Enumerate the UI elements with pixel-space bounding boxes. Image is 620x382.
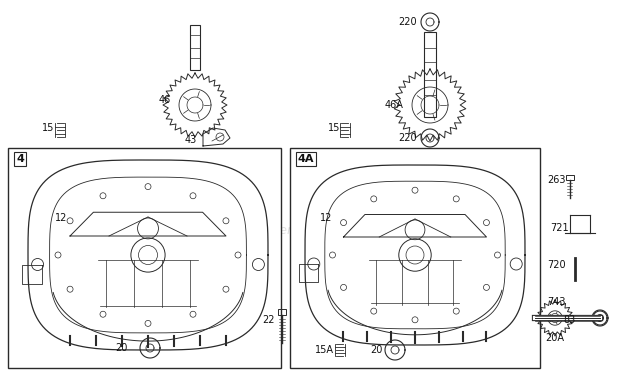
Bar [278, 309, 286, 315]
Text: 20A: 20A [545, 333, 564, 343]
Text: 20: 20 [370, 345, 383, 355]
Text: 4: 4 [16, 154, 24, 164]
Text: 15: 15 [328, 123, 340, 133]
Text: 12: 12 [320, 213, 332, 223]
Text: 220: 220 [398, 17, 417, 27]
Bar [290, 148, 540, 368]
Text: 46A: 46A [385, 100, 404, 110]
Text: 15: 15 [42, 123, 55, 133]
Bar [566, 175, 574, 180]
Text: 46: 46 [159, 95, 171, 105]
Bar [8, 148, 281, 368]
Text: 721: 721 [550, 223, 569, 233]
Text: 743: 743 [547, 297, 565, 307]
Text: 43: 43 [185, 135, 197, 145]
Text: ReplacementParts.com: ReplacementParts.com [237, 223, 383, 236]
Text: 263: 263 [547, 175, 565, 185]
Text: 15A: 15A [315, 345, 334, 355]
Text: 220: 220 [398, 133, 417, 143]
Text: 720: 720 [547, 260, 565, 270]
Text: 22: 22 [262, 315, 275, 325]
Text: 4A: 4A [298, 154, 314, 164]
Text: 12: 12 [55, 213, 68, 223]
Bar [190, 25, 200, 70]
Text: 20: 20 [115, 343, 127, 353]
Text: 83: 83 [563, 315, 575, 325]
Bar [424, 32, 436, 117]
